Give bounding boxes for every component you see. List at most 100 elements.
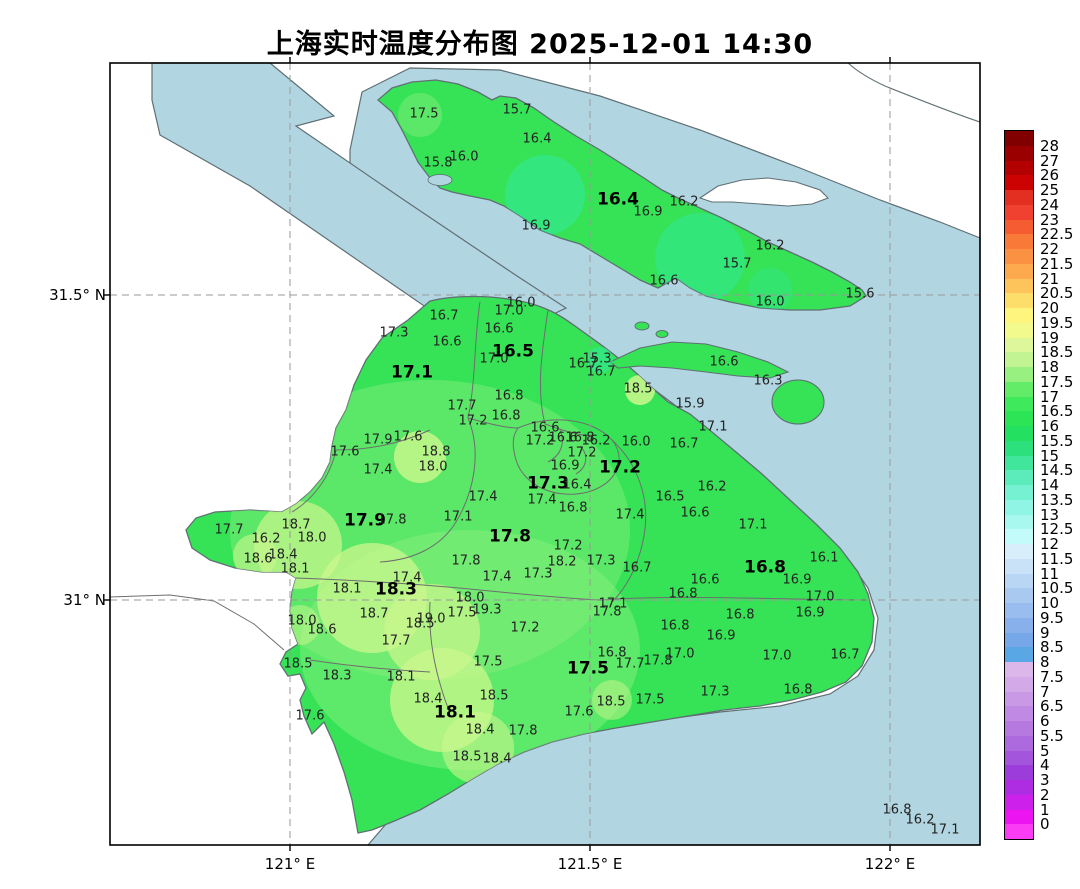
colorbar-tick-label: 8.5: [1040, 638, 1064, 657]
colorbar-cell: [1005, 529, 1033, 544]
station-temp-label: 16.7: [830, 647, 860, 663]
station-temp-label: 16.1: [809, 550, 839, 566]
colorbar-tick-label: 24: [1040, 195, 1060, 214]
colorbar-tick-label: 14.5: [1040, 461, 1074, 480]
station-temp-label: 16.9: [795, 605, 825, 621]
colorbar-tick-label: 17: [1040, 387, 1060, 406]
station-temp-label: 16.8: [565, 430, 595, 446]
station-temp-label: 18.7: [359, 606, 389, 622]
colorbar-tick-label: 7.5: [1040, 667, 1064, 686]
station-temp-label: 16.6: [649, 273, 679, 289]
colorbar-tick-label: 12.5: [1040, 520, 1074, 539]
station-temp-label: 16.0: [621, 434, 651, 450]
station-temp-label: 16.2: [251, 531, 281, 547]
colorbar-cell: [1005, 780, 1033, 795]
station-temp-label: 16.6: [484, 321, 514, 337]
station-temp-label: 17.1: [930, 822, 960, 838]
colorbar-tick-label: 20: [1040, 299, 1060, 317]
hengsha-island: [771, 379, 825, 425]
colorbar-tick-label: 4: [1040, 756, 1050, 775]
station-temp-label: 16.6: [690, 572, 720, 588]
colorbar-tick-label: 18.5: [1040, 343, 1074, 362]
district-avg-temp-label: 18.1: [434, 702, 476, 723]
colorbar-cell: [1005, 145, 1033, 161]
colorbar-cell: [1005, 440, 1033, 456]
colorbar-tick-label: 2: [1040, 785, 1050, 804]
colorbar-tick-label: 14: [1040, 476, 1060, 494]
colorbar-tick-label: 23: [1040, 210, 1060, 229]
station-temp-label: 17.3: [700, 684, 730, 700]
station-temp-label: 17.4: [468, 489, 498, 505]
colorbar-tick-label: 27: [1040, 151, 1060, 170]
station-temp-label: 16.6: [680, 505, 710, 521]
station-temp-label: 18.3: [322, 668, 352, 684]
station-temp-label: 18.1: [386, 669, 416, 685]
station-temp-label: 18.5: [283, 656, 313, 672]
colorbar-tick-label: 28: [1040, 136, 1060, 155]
colorbar-cell: [1005, 794, 1033, 810]
colorbar-cell: [1005, 676, 1033, 692]
colorbar-tick-label: 15: [1040, 446, 1060, 465]
colorbar-cell: [1005, 263, 1033, 279]
colorbar-cell: [1005, 381, 1033, 397]
station-temp-label: 17.1: [598, 596, 628, 612]
station-temp-label: 15.7: [722, 256, 752, 272]
station-temp-label: 17.6: [564, 704, 594, 720]
colorbar-tick-label: 0: [1040, 815, 1050, 834]
station-temp-label: 17.7: [615, 656, 645, 672]
station-temp-label: 16.6: [530, 420, 560, 436]
colorbar-cell: [1005, 160, 1033, 176]
qidong-land: [698, 177, 829, 207]
station-temp-label: 18.7: [281, 517, 311, 533]
colorbar-cell: [1005, 721, 1033, 736]
colorbar-tick-label: 21.5: [1040, 254, 1074, 273]
colorbar-cell: [1005, 322, 1033, 338]
station-temp-label: 18.8: [421, 444, 451, 460]
station-temp-label: 17.5: [447, 605, 477, 621]
colorbar-cell: [1005, 278, 1033, 294]
colorbar-tick-label: 26: [1040, 166, 1060, 185]
colorbar-cell: [1005, 573, 1033, 589]
colorbar-tick-label: 5: [1040, 741, 1050, 760]
colorbar-cell: [1005, 411, 1033, 426]
station-temp-label: 16.7: [622, 560, 652, 576]
colorbar-cell: [1005, 470, 1033, 485]
colorbar-tick-label: 13.5: [1040, 490, 1074, 509]
station-temp-label: 17.0: [494, 303, 524, 319]
station-temp-label: 16.8: [725, 607, 755, 623]
colorbar-cell: [1005, 499, 1033, 515]
chongming-lake: [427, 174, 453, 186]
station-temp-label: 16.0: [449, 149, 479, 165]
station-temp-label: 16.4: [522, 131, 552, 147]
colorbar-cell: [1005, 735, 1033, 751]
station-temp-label: 15.8: [423, 155, 453, 171]
colorbar-tick-label: 6.5: [1040, 697, 1064, 716]
station-temp-label: 17.6: [393, 429, 423, 445]
station-temp-label: 16.0: [755, 294, 785, 310]
station-temp-label: 16.8: [494, 388, 524, 404]
y-tick-label: 31° N: [63, 591, 106, 609]
district-avg-temp-label: 17.3: [527, 473, 569, 494]
colorbar-cell: [1005, 308, 1033, 323]
station-temp-label: 17.7: [214, 522, 244, 538]
station-temp-label: 15.3: [582, 351, 612, 367]
colorbar-cell: [1005, 765, 1033, 780]
colorbar-tick-label: 19.5: [1040, 313, 1074, 332]
station-temp-label: 16.7: [429, 308, 459, 324]
station-temp-label: 17.4: [615, 507, 645, 523]
colorbar-tick-label: 10.5: [1040, 579, 1074, 598]
station-temp-label: 15.9: [675, 396, 705, 412]
station-temp-label: 18.6: [243, 551, 273, 567]
station-temp-label: 16.6: [432, 334, 462, 350]
colorbar-tick-label: 3: [1040, 771, 1050, 789]
colorbar-tick-label: 10: [1040, 594, 1060, 612]
station-temp-label: 17.0: [762, 648, 792, 664]
station-temp-label: 18.5: [479, 688, 509, 704]
colorbar-tick-label: 22: [1040, 240, 1060, 258]
station-temp-label: 17.5: [635, 692, 665, 708]
colorbar-cell: [1005, 293, 1033, 308]
station-temp-label: 17.4: [363, 462, 393, 478]
station-temp-label: 17.2: [567, 445, 597, 461]
district-avg-temp-label: 18.3: [375, 579, 417, 600]
